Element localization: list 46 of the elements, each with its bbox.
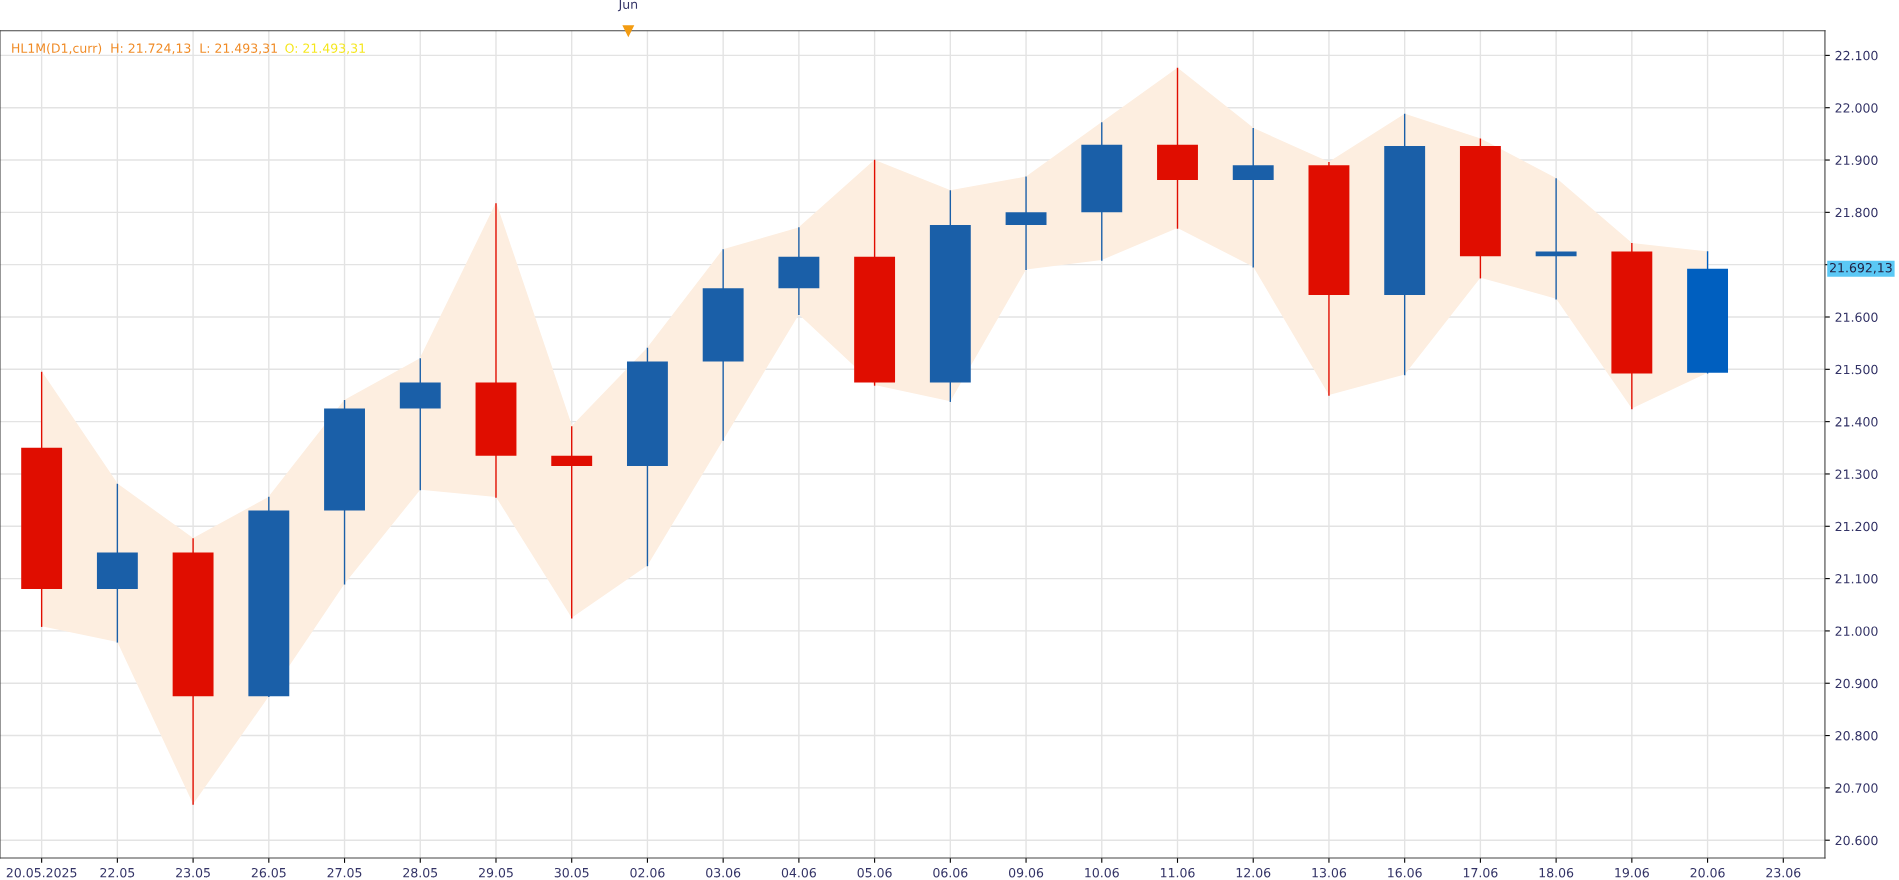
x-tick-label: 23.05	[176, 867, 210, 878]
x-tick-label: 11.06	[1160, 867, 1195, 878]
y-tick-label: 21.800	[1835, 207, 1878, 218]
x-tick-label: 16.06	[1388, 867, 1422, 878]
y-tick-label: 21.300	[1835, 469, 1878, 479]
x-tick-label: 03.06	[706, 867, 741, 878]
x-tick-label: 17.06	[1463, 867, 1498, 878]
y-tick-label: 21.600	[1835, 312, 1878, 322]
y-tick-label: 21.900	[1835, 155, 1878, 165]
x-tick-label: 02.06	[630, 867, 665, 878]
text: 21.692,13	[1830, 262, 1892, 274]
x-tick-label: 22.05	[100, 867, 135, 878]
text: Jun	[617, 0, 638, 12]
candlestick	[551, 426, 593, 619]
y-tick-label: 20.600	[1835, 835, 1878, 846]
y-tick-label: 20.700	[1835, 783, 1878, 793]
x-tick-label: 13.06	[1312, 867, 1347, 878]
annotation: O: 21.493,31	[285, 43, 365, 55]
x-tick-label: 19.06	[1615, 867, 1649, 878]
x-tick-label: 26.05	[251, 867, 286, 878]
x-tick-label: 29.05	[479, 867, 513, 878]
y-tick-label: 21.000	[1835, 626, 1878, 636]
x-tick-label: 10.06	[1085, 867, 1119, 878]
candlestick	[1232, 127, 1274, 268]
x-tick-label: 20.06	[1690, 867, 1725, 878]
candlestick	[1005, 176, 1047, 271]
x-tick-label: 28.05	[403, 867, 438, 878]
x-tick-label: 12.06	[1236, 867, 1271, 878]
y-tick-label: 21.100	[1835, 574, 1878, 584]
x-tick-label: 20.05.2025	[6, 867, 77, 878]
x-tick-label: 06.06	[933, 867, 968, 878]
y-tick-label: 20.900	[1835, 678, 1878, 689]
x-tick-label: 04.06	[781, 867, 816, 878]
y-tick-label: 22.000	[1835, 103, 1878, 113]
y-tick-label: 20.800	[1835, 731, 1878, 741]
y-tick-label: 22.100	[1835, 50, 1878, 61]
y-tick-label: 21.500	[1835, 364, 1878, 375]
x-tick-label: 09.06	[1008, 867, 1044, 878]
x-tick-label: 27.05	[327, 867, 362, 878]
y-tick-label: 21.400	[1835, 417, 1878, 427]
x-tick-label: 18.06	[1539, 867, 1574, 878]
x-tick-label: 23.06	[1766, 867, 1801, 878]
x-tick-label: 05.06	[857, 867, 892, 878]
text: HL1M(D1,curr) H: 21.724,13 L: 21.493,31	[12, 43, 277, 55]
x-tick-label: 30.05	[554, 867, 589, 878]
y-tick-label: 21.200	[1835, 521, 1878, 532]
